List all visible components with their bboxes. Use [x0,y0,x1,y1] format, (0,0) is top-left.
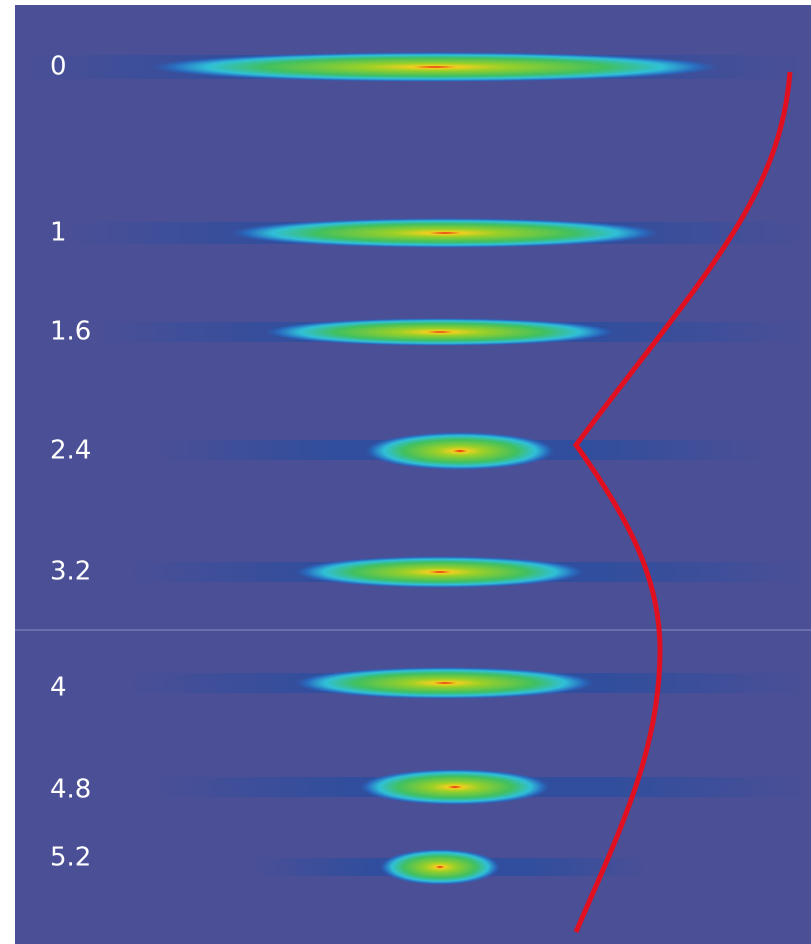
beam-image: 0 1 1.6 2.4 3.2 4 4.8 5.2 [0,0,811,944]
label: 4.8 [50,775,91,805]
label: 5.2 [50,843,91,873]
label: 0 [50,52,67,82]
label: 1.6 [50,317,91,347]
label: 3.2 [50,557,91,587]
label: 2.4 [50,436,91,466]
label: 1 [50,218,67,248]
page: 0 1 1.6 2.4 3.2 4 4.8 5.2 (() => { const… [0,0,811,944]
label: 4 [50,673,67,703]
background [15,5,811,944]
